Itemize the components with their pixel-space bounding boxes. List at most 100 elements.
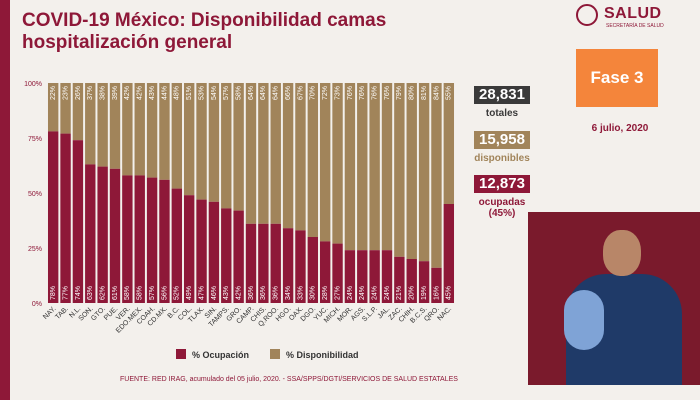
bar-ocupacion <box>369 250 380 303</box>
data-label-disponibilidad: 84% <box>433 86 440 100</box>
data-label-disponibilidad: 39% <box>112 86 119 100</box>
data-label-disponibilidad: 67% <box>297 86 304 100</box>
data-label-disponibilidad: 57% <box>223 86 230 100</box>
data-label-ocupacion: 19% <box>421 286 428 300</box>
bar-disponibilidad <box>369 83 380 251</box>
bar-ocupacion <box>122 175 133 303</box>
bar-disponibilidad <box>134 83 145 176</box>
bar-ocupacion <box>159 179 170 303</box>
bar-disponibilidad <box>307 83 319 237</box>
data-label-ocupacion: 74% <box>75 286 82 300</box>
data-label-ocupacion: 56% <box>161 286 168 300</box>
y-tick-label: 25% <box>28 246 42 253</box>
data-label-disponibilidad: 76% <box>384 86 391 100</box>
disponibles-value: 15,958 <box>479 131 525 148</box>
bar-disponibilidad <box>60 83 71 134</box>
bar-ocupacion <box>344 250 356 303</box>
data-label-ocupacion: 46% <box>211 286 218 300</box>
bar-disponibilidad <box>47 83 59 132</box>
bar-disponibilidad <box>258 83 269 224</box>
bar-ocupacion <box>47 131 59 303</box>
x-tick-label: NAY. <box>42 305 58 321</box>
bar-ocupacion <box>183 195 195 303</box>
interpreter-head <box>603 230 641 276</box>
y-tick-label: 75% <box>28 136 42 143</box>
data-label-disponibilidad: 42% <box>124 86 131 100</box>
data-label-disponibilidad: 22% <box>50 86 57 100</box>
bar-ocupacion <box>97 166 108 303</box>
logo-text: SALUD <box>604 5 662 22</box>
data-label-disponibilidad: 23% <box>62 86 69 100</box>
data-label-disponibilidad: 76% <box>359 86 366 100</box>
bar-ocupacion <box>307 237 319 303</box>
bar-disponibilidad <box>332 83 343 244</box>
x-tick-label: NAC. <box>436 305 453 322</box>
data-label-disponibilidad: 73% <box>334 86 341 100</box>
data-label-disponibilidad: 48% <box>174 86 181 100</box>
data-label-ocupacion: 36% <box>273 286 280 300</box>
data-label-ocupacion: 36% <box>260 286 267 300</box>
bar-disponibilidad <box>72 83 84 141</box>
bar-ocupacion <box>109 168 121 303</box>
data-label-disponibilidad: 64% <box>248 86 255 100</box>
data-label-ocupacion: 52% <box>174 286 181 300</box>
data-label-ocupacion: 20% <box>409 286 416 300</box>
bar-ocupacion <box>85 164 96 303</box>
bar-disponibilidad <box>109 83 121 169</box>
phase-badge: Fase 3 <box>576 49 658 107</box>
bar-disponibilidad <box>245 83 257 224</box>
data-label-ocupacion: 49% <box>186 286 193 300</box>
data-label-ocupacion: 58% <box>124 286 131 300</box>
data-label-disponibilidad: 64% <box>273 86 280 100</box>
bar-disponibilidad <box>221 83 232 209</box>
bar-ocupacion <box>60 133 71 303</box>
y-tick-label: 100% <box>24 81 42 88</box>
data-label-ocupacion: 24% <box>371 286 378 300</box>
bar-ocupacion <box>146 177 158 303</box>
data-label-ocupacion: 47% <box>198 286 205 300</box>
data-label-ocupacion: 78% <box>50 286 57 300</box>
bar-ocupacion <box>233 210 244 303</box>
bar-disponibilidad <box>171 83 183 189</box>
disponibles-box: 15,958 <box>474 131 530 149</box>
ocupadas-value: 12,873 <box>479 175 525 192</box>
data-label-ocupacion: 62% <box>99 286 106 300</box>
data-label-disponibilidad: 44% <box>161 86 168 100</box>
data-label-ocupacion: 21% <box>396 286 403 300</box>
ocupadas-box: 12,873 <box>474 175 530 193</box>
data-label-disponibilidad: 70% <box>310 86 317 100</box>
bar-disponibilidad <box>122 83 133 176</box>
bar-ocupacion <box>258 223 269 303</box>
data-label-disponibilidad: 51% <box>186 86 193 100</box>
legend-swatch-disponibilidad <box>270 349 280 359</box>
interpreter-hands <box>564 290 604 350</box>
bar-disponibilidad <box>146 83 158 178</box>
data-label-disponibilidad: 38% <box>99 86 106 100</box>
data-label-ocupacion: 57% <box>149 286 156 300</box>
bar-disponibilidad <box>443 83 455 204</box>
data-label-disponibilidad: 55% <box>446 86 453 100</box>
ocupadas-label: ocupadas <box>478 197 526 208</box>
bar-ocupacion <box>72 140 84 303</box>
data-label-disponibilidad: 76% <box>347 86 354 100</box>
total-box: 28,831 <box>474 86 530 104</box>
bar-disponibilidad <box>418 83 430 262</box>
data-label-ocupacion: 33% <box>297 286 304 300</box>
bar-ocupacion <box>196 199 207 303</box>
bar-disponibilidad <box>344 83 356 251</box>
y-tick-label: 0% <box>32 301 42 308</box>
x-tick-label: TAB. <box>54 305 70 321</box>
bar-disponibilidad <box>270 83 281 224</box>
bar-ocupacion <box>319 241 331 303</box>
data-label-disponibilidad: 79% <box>396 86 403 100</box>
report-date: 6 julio, 2020 <box>591 123 649 134</box>
bar-disponibilidad <box>319 83 331 242</box>
bar-ocupacion <box>443 204 455 303</box>
seal-icon <box>576 4 598 26</box>
data-label-disponibilidad: 58% <box>235 86 242 100</box>
bar-disponibilidad <box>394 83 405 257</box>
total-label: totales <box>485 108 519 119</box>
legend-label-ocupacion: % Ocupación <box>192 350 249 360</box>
bar-ocupacion <box>208 201 220 303</box>
data-label-ocupacion: 16% <box>433 286 440 300</box>
